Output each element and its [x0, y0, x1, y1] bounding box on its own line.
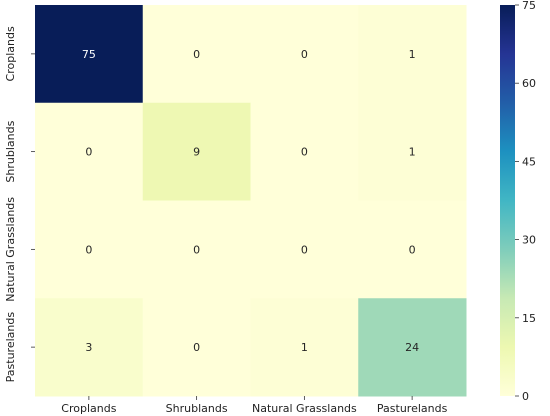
y-tick-label-2: Natural Grasslands	[4, 197, 17, 302]
colorbar-tick-label-4: 60	[522, 77, 536, 90]
heatmap-cell-label-0-2: 0	[301, 48, 308, 61]
heatmap-cell-label-1-2: 0	[301, 146, 308, 159]
heatmap-cell-label-2-2: 0	[301, 243, 308, 256]
heatmap-cell-1-1	[142, 102, 251, 201]
heatmap-cell-3-0	[35, 298, 144, 397]
y-tick-label-3: Pasturelands	[4, 312, 17, 383]
heatmap-cell-0-0	[35, 5, 144, 104]
colorbar-tick-label-3: 45	[522, 155, 536, 168]
heatmap-cell-label-3-1: 0	[193, 341, 200, 354]
heatmap-cell-label-3-3: 24	[405, 341, 419, 354]
colorbar-gradient	[500, 5, 515, 396]
heatmap-cell-3-1	[142, 298, 251, 397]
heatmap-cell-label-0-0: 75	[82, 48, 96, 61]
heatmap-cell-label-2-3: 0	[409, 243, 416, 256]
heatmap-cells: 75 0 0 1 0 9 0 1 0 0 0 0 3 0 1 24	[35, 5, 467, 397]
heatmap-cell-label-2-1: 0	[193, 243, 200, 256]
heatmap-cell-label-1-1: 9	[193, 146, 200, 159]
heatmap-cell-2-0	[35, 200, 144, 299]
heatmap-cell-0-1	[142, 5, 251, 104]
colorbar-tick-label-5: 75	[522, 0, 536, 12]
heatmap-cell-2-2	[250, 200, 359, 299]
heatmap-cell-1-3	[358, 102, 467, 201]
heatmap-cell-2-1	[142, 200, 251, 299]
colorbar-tick-label-0: 0	[522, 390, 529, 403]
heatmap-cell-label-1-0: 0	[85, 146, 92, 159]
heatmap-cell-label-3-2: 1	[301, 341, 308, 354]
heatmap-cell-0-2	[250, 5, 359, 104]
heatmap-cell-0-3	[358, 5, 467, 104]
colorbar-tick-label-1: 15	[522, 312, 536, 325]
colorbar-tick-label-2: 30	[522, 234, 536, 247]
x-tick-label-0: Croplands	[61, 402, 116, 415]
x-axis-ticks: Croplands Shrublands Natural Grasslands Pas…	[61, 396, 448, 415]
heatmap-cell-3-3	[358, 298, 467, 397]
y-tick-label-1: Shrublands	[4, 120, 17, 182]
y-axis-ticks: Croplands Shrublands Natural Grasslands Pas…	[4, 26, 35, 382]
x-tick-label-3: Pasturelands	[377, 402, 448, 415]
heatmap-cell-label-1-3: 1	[409, 146, 416, 159]
x-tick-label-1: Shrublands	[166, 402, 228, 415]
x-tick-label-2: Natural Grasslands	[252, 402, 357, 415]
heatmap-cell-label-2-0: 0	[85, 243, 92, 256]
y-tick-label-0: Croplands	[4, 26, 17, 81]
heatmap-cell-label-0-1: 0	[193, 48, 200, 61]
heatmap-cell-2-3	[358, 200, 467, 299]
colorbar: 0 15 30 45 60 75	[500, 0, 536, 403]
heatmap-cell-label-0-3: 1	[409, 48, 416, 61]
heatmap-cell-1-2	[250, 102, 359, 201]
heatmap-cell-3-2	[250, 298, 359, 397]
heatmap-cell-label-3-0: 3	[85, 341, 92, 354]
heatmap-cell-1-0	[35, 102, 144, 201]
